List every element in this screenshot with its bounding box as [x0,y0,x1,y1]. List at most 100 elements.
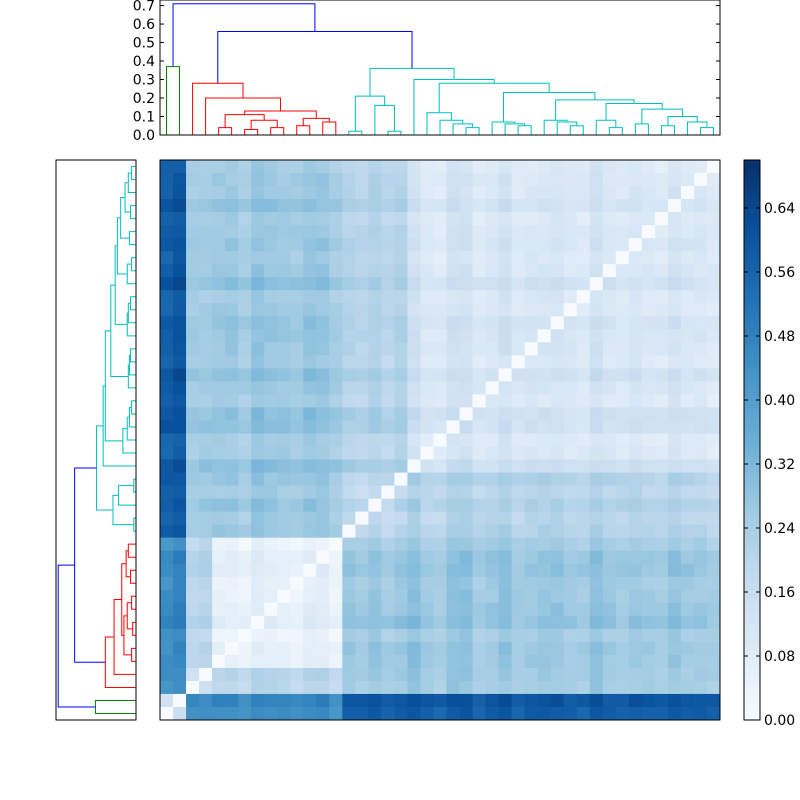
heatmap-cell [420,186,434,200]
left-dendrogram-link [128,354,136,376]
heatmap-cell [251,238,265,252]
heatmap-cell [537,433,552,447]
heatmap-cell [355,576,369,591]
heatmap-cell [186,654,200,669]
heatmap-cell [264,472,278,486]
heatmap-cell [498,160,513,174]
heatmap-cell [290,186,304,200]
heatmap-cell [615,498,630,513]
heatmap-cell [550,433,565,447]
heatmap-cell [576,602,591,617]
heatmap-cell [628,576,643,591]
heatmap-cell [329,199,343,213]
heatmap-cell [498,628,513,643]
heatmap-cell [225,355,239,369]
heatmap-cell [186,706,200,721]
heatmap-cell [680,524,695,539]
heatmap-cell [693,433,708,447]
heatmap-cell [615,355,630,369]
heatmap-cell [654,706,669,721]
heatmap-cell [316,446,330,460]
heatmap-cell [615,381,630,395]
heatmap-cell [303,290,317,304]
heatmap-cell [394,290,408,304]
heatmap-cell [316,563,330,578]
heatmap-cell [537,394,552,408]
heatmap-cell [680,355,695,369]
heatmap-cell [394,238,408,252]
left-dendrogram-link [120,196,130,239]
heatmap-cell [667,420,682,434]
heatmap-cell [277,290,291,304]
heatmap-cell [576,238,591,252]
heatmap-cell [212,368,226,382]
heatmap-cell [277,303,291,317]
heatmap-cell [199,472,213,486]
heatmap-cell [602,264,617,278]
heatmap-cell [667,433,682,447]
heatmap-cell [524,680,539,695]
heatmap-cell [693,485,708,500]
heatmap-cell [160,693,174,708]
heatmap-cell [602,628,617,643]
heatmap-cell [628,277,643,291]
heatmap-cell [316,355,330,369]
heatmap-cell [589,485,604,500]
heatmap-cell [628,589,643,604]
heatmap-cell [498,446,513,460]
heatmap-cell [199,485,213,500]
heatmap-cell [641,589,656,604]
heatmap-cell [212,381,226,395]
heatmap-cell [381,160,395,174]
heatmap-cell [433,277,447,291]
heatmap-cell [329,589,343,604]
heatmap-cell [381,355,395,369]
heatmap-cell [329,628,343,643]
heatmap-cell [602,316,617,330]
heatmap-cell [381,303,395,317]
heatmap-cell [329,511,343,526]
heatmap-cell [381,485,395,500]
heatmap-cell [537,407,552,421]
heatmap-cell [628,329,643,343]
heatmap-cell [511,511,526,526]
heatmap-cell [589,602,604,617]
heatmap-cell [641,342,656,356]
heatmap-cell [485,511,500,526]
heatmap-cell [537,511,552,526]
heatmap-cell [693,511,708,526]
heatmap-cell [602,459,617,473]
heatmap-cell [706,576,721,591]
heatmap-cell [420,342,434,356]
heatmap-cell [667,589,682,604]
heatmap-cell [316,342,330,356]
heatmap-cell [251,264,265,278]
heatmap-cell [316,394,330,408]
heatmap-cell [160,537,174,552]
heatmap-cell [446,407,460,421]
heatmap-cell [615,290,630,304]
heatmap-cell [459,550,473,565]
heatmap-cell [615,602,630,617]
heatmap-cell [186,615,200,630]
heatmap-cell [498,654,513,669]
heatmap-cell [459,459,473,473]
heatmap-cell [264,329,278,343]
heatmap-cell [485,485,500,500]
heatmap-cell [433,199,447,213]
heatmap-cell [303,277,317,291]
heatmap-cell [472,225,486,239]
heatmap-cell [212,459,226,473]
heatmap-cell [680,589,695,604]
heatmap-cell [459,303,473,317]
heatmap-cell [355,498,369,513]
colorbar-tick-label: 0.48 [764,329,795,345]
heatmap-cell [498,680,513,695]
heatmap-cell [420,225,434,239]
heatmap-cell [407,485,421,500]
top-dendrogram-link [244,110,317,119]
heatmap-cell [186,199,200,213]
heatmap-cell [563,615,578,630]
heatmap-cell [407,329,421,343]
heatmap-cell [264,667,278,682]
